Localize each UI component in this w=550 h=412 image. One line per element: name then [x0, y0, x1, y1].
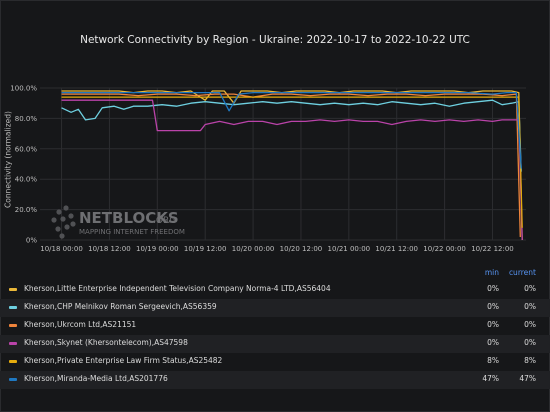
series-line-4 — [61, 99, 523, 241]
series-line-5 — [61, 96, 523, 228]
watermark-dot — [60, 216, 66, 222]
y-tick-label: 40.0% — [15, 176, 38, 184]
legend-min-value: 8% — [487, 356, 499, 365]
x-tick-label: 10/18 00:00 — [40, 245, 83, 253]
legend-current-value: 0% — [524, 284, 536, 293]
series-line-3 — [61, 93, 521, 238]
watermark-dot — [51, 217, 57, 223]
watermark-brand: NETBLOCKS — [79, 209, 179, 227]
legend-current-header[interactable]: current — [508, 268, 536, 277]
watermark-dot — [55, 226, 61, 232]
watermark-dot — [59, 233, 65, 239]
legend-series-name[interactable]: Kherson,Private Enterprise Law Firm Stat… — [24, 356, 223, 365]
legend-series-name[interactable]: Kherson,Little Enterprise Independent Te… — [24, 284, 331, 293]
x-tick-label: 10/19 00:00 — [136, 245, 179, 253]
legend-swatch — [9, 378, 17, 381]
y-tick-label: 80.0% — [15, 115, 38, 123]
legend-row[interactable]: Kherson,Private Enterprise Law Firm Stat… — [0, 353, 550, 371]
series-line-6 — [61, 91, 522, 169]
legend-min-header[interactable]: min — [484, 268, 499, 277]
legend-series-name[interactable]: Kherson,Miranda-Media Ltd,AS201776 — [24, 374, 168, 383]
watermark-dot — [70, 221, 76, 227]
watermark-dot — [63, 205, 69, 211]
legend-min-value: 47% — [482, 374, 499, 383]
watermark-dot — [64, 224, 70, 230]
x-tick-label: 10/19 12:00 — [184, 245, 227, 253]
y-tick-label: 100.0% — [10, 85, 37, 93]
watermark-dot — [68, 213, 74, 219]
x-tick-label: 10/21 00:00 — [328, 245, 371, 253]
legend-row[interactable]: Kherson,CHP Melnikov Roman Sergeevich,AS… — [0, 299, 550, 317]
x-tick-label: 10/20 12:00 — [280, 245, 323, 253]
legend-header: min current — [0, 268, 550, 280]
legend-swatch — [9, 360, 17, 363]
legend-current-value: 0% — [524, 320, 536, 329]
legend-swatch — [9, 324, 17, 327]
y-tick-label: 20.0% — [15, 206, 38, 214]
x-tick-label: 10/20 00:00 — [232, 245, 275, 253]
legend-row[interactable]: Kherson,Miranda-Media Ltd,AS201776 47% 47% — [0, 371, 550, 389]
chart-plot-area: 0% 20.0% 40.0% 60.0% 80.0% 100.0% 10/18 00:00 1… — [10, 85, 526, 253]
legend-row[interactable]: Kherson,Skynet (Khersontelecom),AS47598 0… — [0, 335, 550, 353]
legend-min-value: 0% — [487, 320, 499, 329]
legend-swatch — [9, 306, 17, 309]
legend-min-value: 0% — [487, 338, 499, 347]
legend-series-name[interactable]: Kherson,Skynet (Khersontelecom),AS47598 — [24, 338, 188, 347]
legend-row[interactable]: Kherson,Little Enterprise Independent Te… — [0, 281, 550, 299]
legend-min-value: 0% — [487, 302, 499, 311]
watermark-suffix: .ORG — [153, 216, 176, 226]
x-tick-label: 10/22 00:00 — [423, 245, 466, 253]
legend-current-value: 8% — [524, 356, 536, 365]
legend-current-value: 47% — [519, 374, 536, 383]
series-line-2 — [61, 99, 522, 172]
watermark-tagline: MAPPING INTERNET FREEDOM — [79, 228, 185, 236]
legend-row[interactable]: Kherson,Ukrcom Ltd,AS21151 0% 0% — [0, 317, 550, 335]
legend-min-value: 0% — [487, 284, 499, 293]
legend-series-name[interactable]: Kherson,Ukrcom Ltd,AS21151 — [24, 320, 137, 329]
legend-current-value: 0% — [524, 338, 536, 347]
chart-title: Network Connectivity by Region - Ukraine… — [80, 34, 470, 46]
legend-swatch — [9, 288, 17, 291]
x-tick-label: 10/22 12:00 — [471, 245, 514, 253]
x-tick-label: 10/21 12:00 — [375, 245, 418, 253]
y-tick-label: 60.0% — [15, 145, 38, 153]
legend-series-name[interactable]: Kherson,CHP Melnikov Roman Sergeevich,AS… — [24, 302, 217, 311]
legend-table: Kherson,Little Enterprise Independent Te… — [0, 281, 550, 389]
watermark-dot — [56, 209, 62, 215]
x-tick-label: 10/18 12:00 — [88, 245, 131, 253]
legend-swatch — [9, 342, 17, 345]
legend-current-value: 0% — [524, 302, 536, 311]
series-line-1 — [61, 90, 523, 241]
y-tick-label: 0% — [26, 237, 37, 245]
